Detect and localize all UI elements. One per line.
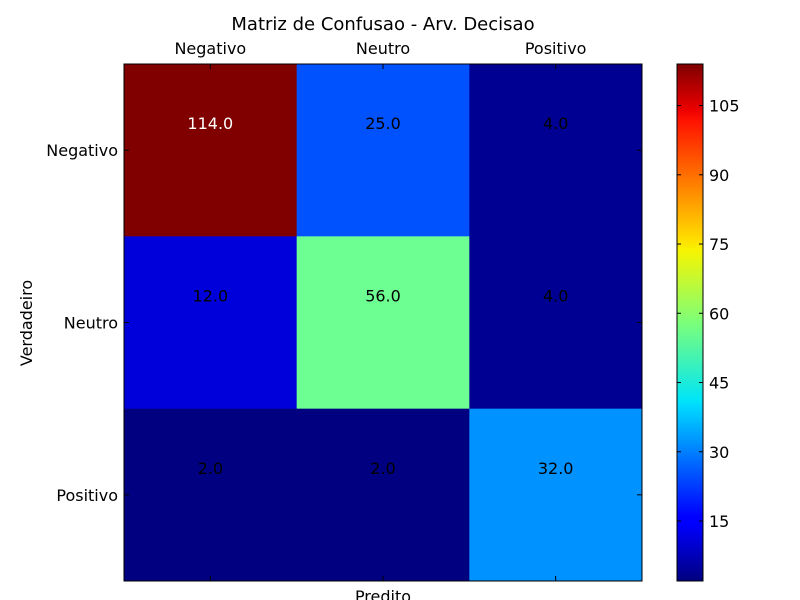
heatmap-cell (469, 64, 643, 237)
colorbar-tick-label: 90 (709, 166, 729, 185)
x-axis-label: Predito (355, 587, 411, 600)
heatmap-cell (124, 408, 298, 582)
heatmap-cells (124, 64, 643, 582)
cell-value-label: 2.0 (370, 459, 395, 478)
y-tick-label: Positivo (56, 486, 118, 505)
heatmap-cell (296, 408, 470, 582)
cell-value-label: 32.0 (538, 459, 574, 478)
colorbar-tick-label: 45 (709, 374, 729, 393)
heatmap-cell (296, 64, 470, 237)
colorbar-tick-label: 15 (709, 512, 729, 531)
y-axis-ticks: Negativo Neutro Positivo (46, 141, 642, 505)
heatmap-cell (469, 408, 643, 582)
colorbar (676, 63, 704, 582)
cell-value-label: 12.0 (193, 287, 229, 306)
heatmap-cell (469, 236, 643, 410)
y-tick-label: Negativo (46, 141, 118, 160)
heatmap-cell (124, 236, 298, 410)
cell-value-label: 114.0 (187, 114, 233, 133)
cell-value-label: 4.0 (543, 114, 568, 133)
colorbar-ticks: 15 30 45 60 75 90 105 (677, 97, 740, 531)
cell-value-label: 25.0 (365, 114, 401, 133)
x-tick-label: Neutro (356, 39, 410, 58)
colorbar-tick-label: 30 (709, 443, 729, 462)
heatmap-cell (124, 64, 298, 237)
y-axis-label: Verdadeiro (17, 280, 36, 366)
x-tick-label: Positivo (525, 39, 587, 58)
chart-title: Matriz de Confusao - Arv. Decisao (231, 14, 534, 35)
cell-value-label: 56.0 (365, 287, 401, 306)
x-tick-label: Negativo (174, 39, 246, 58)
x-axis-ticks: Negativo Neutro Positivo (174, 39, 586, 581)
heatmap-cell (296, 236, 470, 410)
y-tick-label: Neutro (64, 314, 118, 333)
colorbar-tick-label: 75 (709, 235, 729, 254)
heatmap-cell-labels: 114.0 25.0 4.0 12.0 56.0 4.0 2.0 2.0 32.0 (187, 114, 573, 478)
cell-value-label: 2.0 (198, 459, 223, 478)
colorbar-tick-label: 60 (709, 304, 729, 323)
cell-value-label: 4.0 (543, 287, 568, 306)
colorbar-tick-label: 105 (709, 97, 740, 116)
